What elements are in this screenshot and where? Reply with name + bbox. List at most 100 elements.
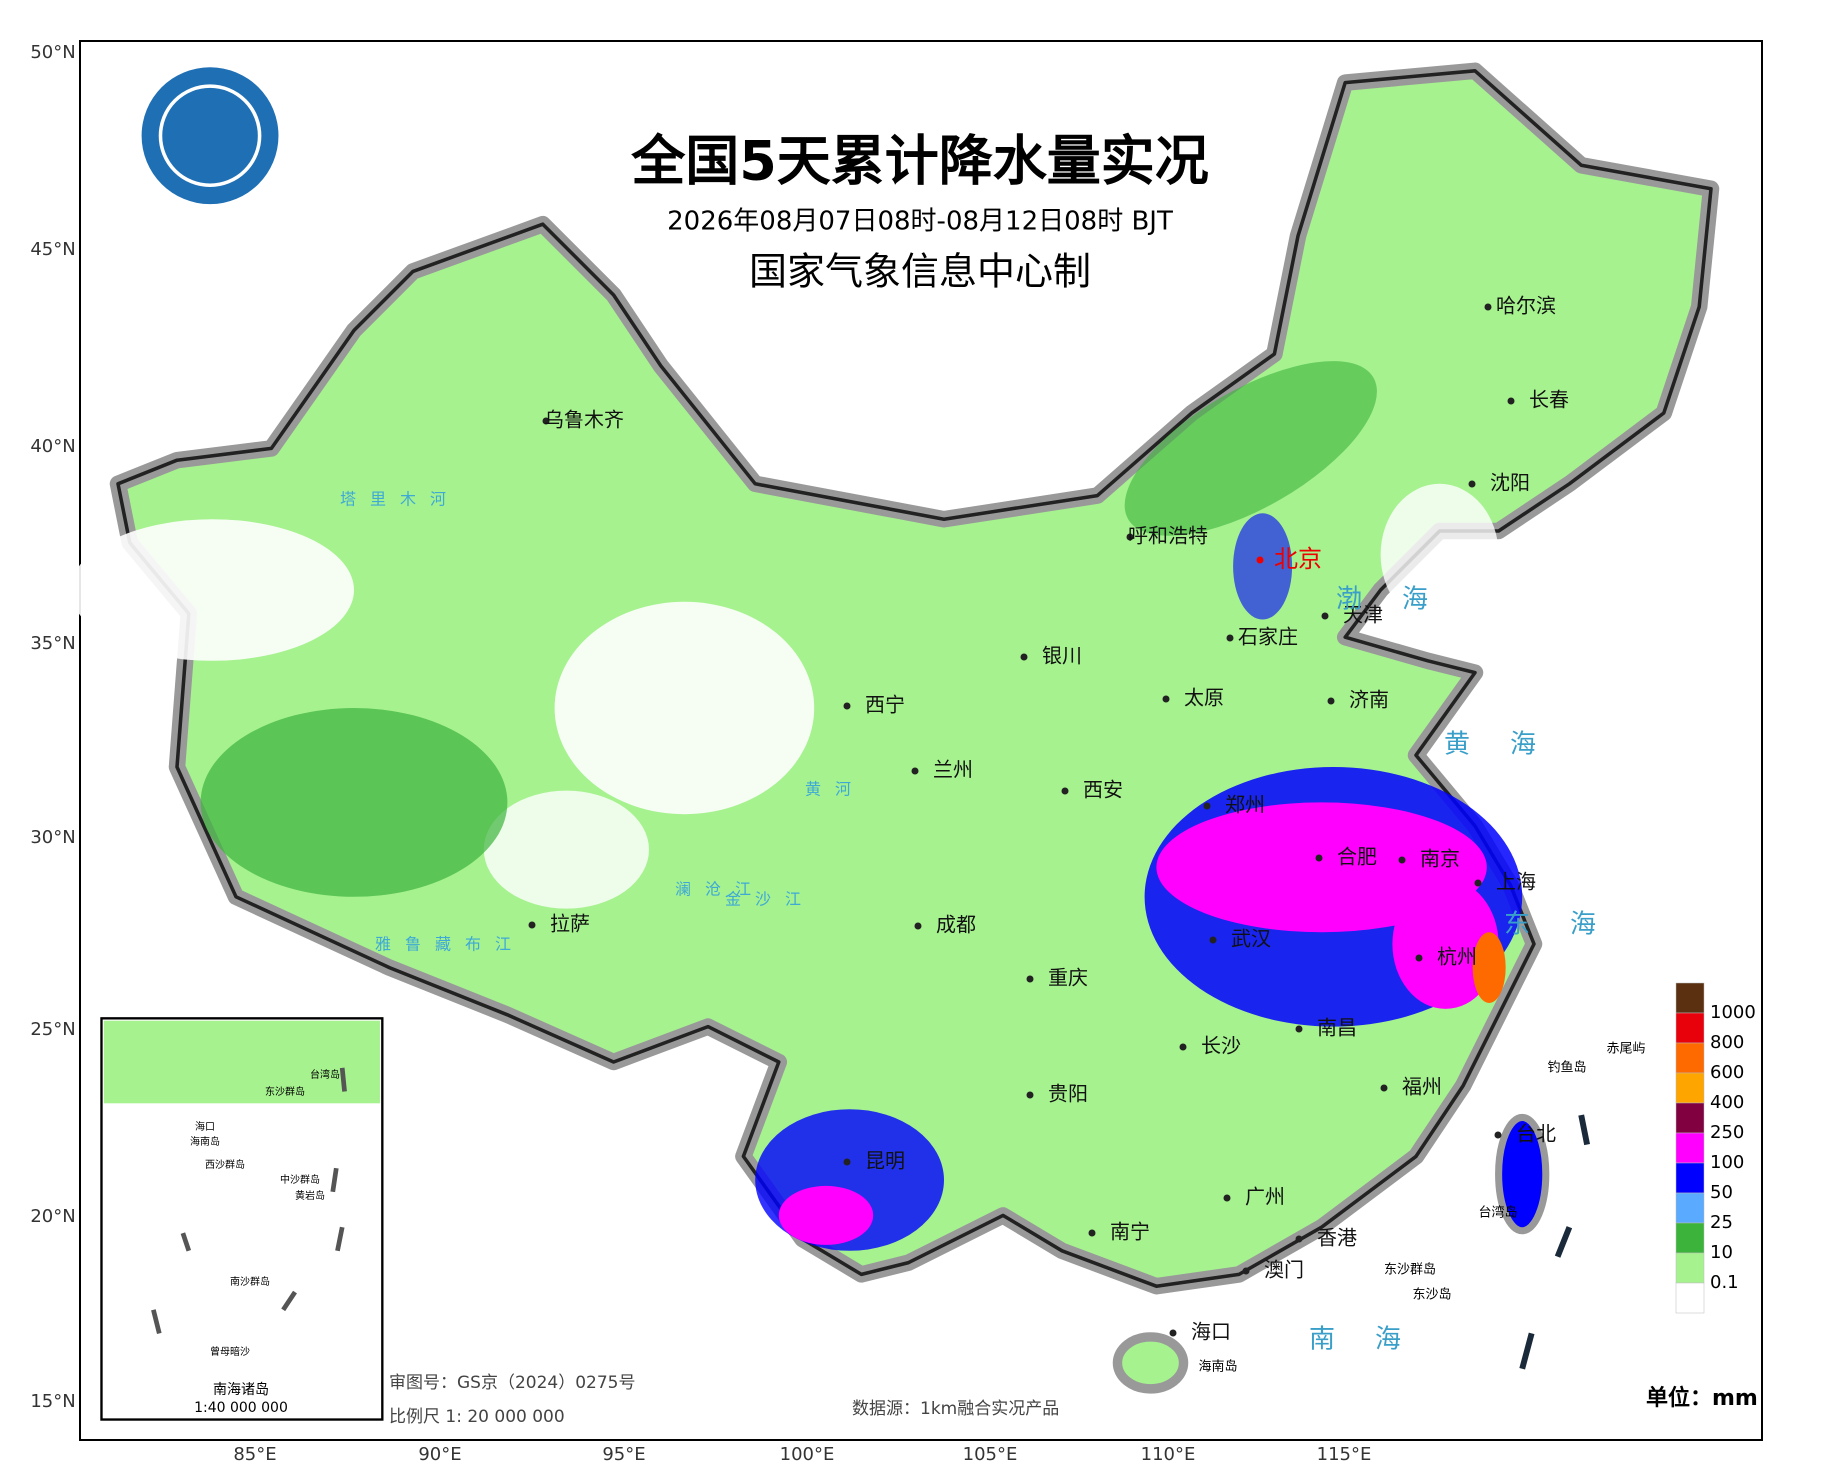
latitude-label: 35°N [30, 633, 75, 654]
city-dot [1295, 1025, 1303, 1033]
legend-swatch [1675, 1222, 1705, 1254]
legend-swatch [1675, 1072, 1705, 1104]
inset-land [103, 1020, 380, 1104]
taiwan [1495, 1113, 1550, 1235]
city-dot [914, 922, 922, 930]
longitude-label: 90°E [418, 1444, 461, 1465]
city-label: 天津 [1343, 603, 1383, 627]
city-label: 重庆 [1048, 966, 1088, 990]
city-label: 长春 [1529, 388, 1569, 412]
inset-label: 南沙群岛 [230, 1275, 270, 1288]
island-label: 海南岛 [1198, 1359, 1237, 1375]
river-label: 塔里木河 [340, 490, 460, 509]
city-label: 西安 [1083, 778, 1123, 802]
latitude-label: 50°N [30, 42, 75, 63]
legend-label: 0.1 [1710, 1272, 1739, 1293]
city-label: 石家庄 [1238, 625, 1298, 649]
island-label: 赤尾屿 [1606, 1042, 1645, 1057]
city-label: 长沙 [1201, 1034, 1241, 1058]
rain-area [1233, 513, 1293, 620]
city-dot [1088, 1229, 1096, 1237]
city-dot [1484, 303, 1492, 311]
dry-area [1380, 483, 1499, 626]
city-dot [1327, 697, 1335, 705]
city-dot [1126, 533, 1134, 541]
city-dot [1468, 480, 1476, 488]
inset-title: 南海诸岛 [213, 1382, 269, 1398]
legend-swatch [1675, 1192, 1705, 1224]
city-label: 广州 [1245, 1185, 1285, 1209]
city-label: 郑州 [1225, 793, 1265, 817]
city-label: 杭州 [1437, 945, 1477, 969]
inset-dashes [151, 1067, 347, 1334]
city-label: 南宁 [1110, 1220, 1150, 1244]
city-label: 香港 [1317, 1226, 1357, 1250]
river-label: 澜沧江 [675, 880, 765, 899]
city-label: 福州 [1402, 1075, 1442, 1099]
nine-dash-line [1519, 1114, 1590, 1370]
city-dot [1494, 1131, 1502, 1139]
city-dot [1203, 802, 1211, 810]
city-dot [1169, 1329, 1177, 1337]
city-dot [1223, 1194, 1231, 1202]
rain-area [1156, 802, 1487, 933]
map-scale: 比例尺 1: 20 000 000 [389, 1407, 565, 1427]
dry-area [554, 601, 815, 815]
city-label: 呼和浩特 [1128, 524, 1208, 548]
island-label: 东沙群岛 [1384, 1262, 1436, 1278]
china-border [116, 69, 1713, 1288]
city-dot [1295, 1235, 1303, 1243]
inset-label: 黄岩岛 [295, 1189, 325, 1202]
rain-area [1472, 932, 1506, 1004]
legend-swatch [1675, 1132, 1705, 1164]
inset-scale: 1:40 000 000 [194, 1400, 288, 1416]
river-label: 雅鲁藏布江 [375, 935, 525, 954]
dry-area [70, 519, 355, 661]
legend-label: 250 [1710, 1122, 1744, 1143]
data-source: 数据源：1km融合实况产品 [852, 1399, 1059, 1419]
island-label: 东沙岛 [1412, 1287, 1451, 1303]
city-dot [542, 417, 550, 425]
rain-area [1124, 361, 1377, 536]
city-dot [1226, 634, 1234, 642]
city-dot [1209, 936, 1217, 944]
legend-label: 10 [1710, 1242, 1733, 1263]
island-label: 台湾岛 [1478, 1205, 1517, 1221]
city-label: 南京 [1420, 847, 1460, 871]
inset-label: 西沙群岛 [205, 1158, 245, 1171]
city-label: 澳门 [1264, 1258, 1304, 1282]
city-dot [1380, 1084, 1388, 1092]
city-dot [843, 1158, 851, 1166]
legend-label: 800 [1710, 1032, 1744, 1053]
city-label: 拉萨 [550, 912, 590, 936]
legend-swatch [1675, 1252, 1705, 1284]
dry-area [483, 790, 650, 909]
city-label: 合肥 [1337, 845, 1377, 869]
city-label: 西宁 [865, 693, 905, 717]
hainan [1112, 1332, 1189, 1394]
legend-swatch [1675, 1102, 1705, 1134]
unit-label: 单位：mm [1646, 1385, 1758, 1411]
longitude-label: 85°E [233, 1444, 276, 1465]
sea-label: 南海 [1309, 1325, 1441, 1355]
inset-label: 曾母暗沙 [210, 1345, 250, 1358]
city-label: 昆明 [865, 1149, 905, 1173]
legend-swatch [1675, 1282, 1705, 1314]
inset-label: 海南岛 [190, 1135, 220, 1148]
city-label: 南昌 [1317, 1016, 1357, 1040]
city-dot [528, 921, 536, 929]
longitude-label: 110°E [1141, 1444, 1196, 1465]
city-label: 乌鲁木齐 [544, 408, 624, 432]
legend-label: 400 [1710, 1092, 1744, 1113]
legend-swatch [1675, 1162, 1705, 1194]
city-label: 台北 [1516, 1122, 1556, 1146]
city-label: 银川 [1042, 644, 1082, 668]
river-label: 金沙江 [725, 890, 815, 909]
sea-label: 黄海 [1444, 730, 1576, 760]
latitude-label: 30°N [30, 827, 75, 848]
title: 全国5天累计降水量实况 [630, 130, 1209, 193]
latitude-label: 20°N [30, 1206, 75, 1227]
city-label: 成都 [936, 913, 976, 937]
credit: 国家气象信息中心制 [749, 250, 1091, 294]
